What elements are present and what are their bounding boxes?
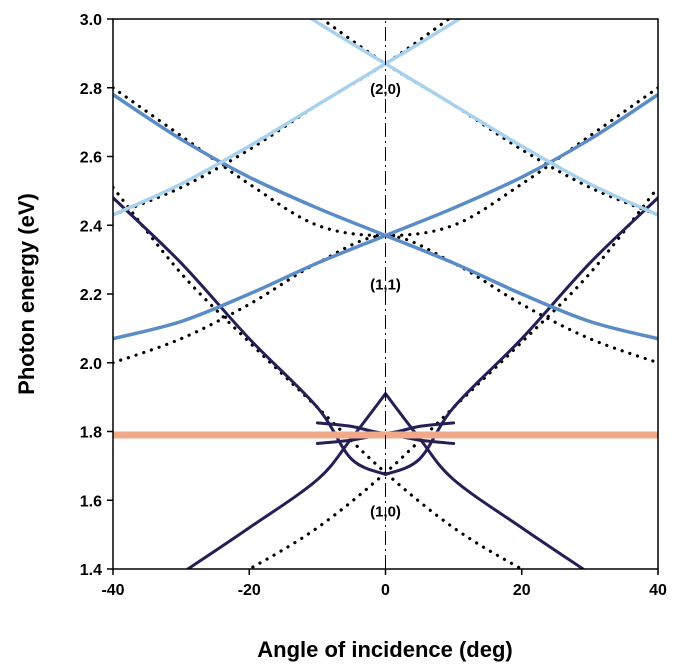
y-tick-label: 3.0: [80, 12, 102, 29]
y-tick-label: 1.8: [80, 425, 102, 442]
series-layer: [113, 19, 658, 569]
y-tick-label: 1.4: [80, 562, 102, 579]
ticks-layer: -40 -20 0 20 40 1.4 1.6 1.8 2.0 2.2 2.4 2.6 2.8 3.0: [80, 12, 667, 599]
x-axis-title: Angle of incidence (deg): [257, 637, 512, 662]
series-line-6-solid: [113, 196, 387, 476]
y-tick-label: 2.0: [80, 356, 102, 373]
series-line-15-solid: [308, 19, 658, 217]
series-line-14-solid: [113, 19, 463, 217]
mode-label: (2,0): [370, 81, 401, 98]
mode-label: (1,0): [370, 504, 401, 521]
y-tick-label: 2.4: [80, 218, 102, 235]
y-tick-label: 2.2: [80, 287, 102, 304]
y-tick-label: 2.6: [80, 150, 102, 167]
series-line-7-solid: [384, 196, 658, 476]
x-tick-label: 0: [381, 582, 390, 599]
x-tick-label: -20: [238, 582, 261, 599]
annotations: (2,0) (1,1) (1,0): [370, 81, 401, 521]
x-tick-label: 20: [513, 582, 531, 599]
x-tick-label: -40: [101, 582, 124, 599]
y-tick-label: 2.8: [80, 81, 102, 98]
y-tick-label: 1.6: [80, 493, 102, 510]
series-line-2-dotted: [113, 233, 658, 365]
mode-label: (1,1): [370, 277, 401, 294]
x-tick-label: 40: [649, 582, 667, 599]
y-axis-title: Photon energy (eV): [14, 193, 39, 395]
series-line-13-solid: [113, 92, 658, 341]
